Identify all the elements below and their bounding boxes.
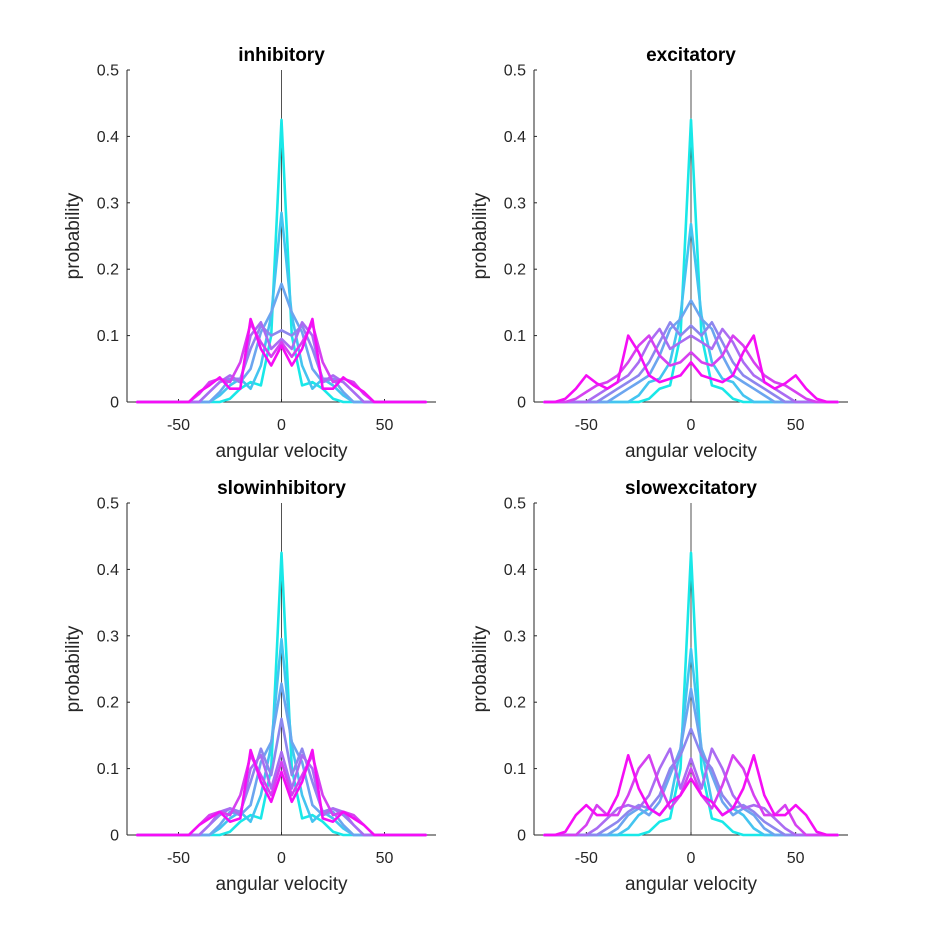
x-tick-label: 0 bbox=[277, 850, 286, 867]
x-tick-label: -50 bbox=[167, 417, 190, 434]
panel-title: excitatory bbox=[646, 45, 736, 66]
y-tick-label: 0.2 bbox=[504, 695, 526, 712]
y-tick-label: 0 bbox=[110, 395, 119, 412]
series-line-5 bbox=[543, 747, 839, 837]
y-tick-label: 0.3 bbox=[97, 195, 119, 212]
x-tick-label: -50 bbox=[575, 417, 598, 434]
y-tick-label: 0 bbox=[517, 828, 526, 845]
series-line-2 bbox=[543, 647, 839, 837]
y-tick-label: 0.3 bbox=[504, 195, 526, 212]
panel-inhibitory: 0 0.1 0.2 0.3 0.4 0.5 -50 0 50 inhibitory angular … bbox=[63, 45, 436, 462]
series-line-3 bbox=[543, 687, 839, 837]
panel-title: inhibitory bbox=[238, 45, 325, 66]
series-line-2 bbox=[136, 637, 428, 837]
panel-title: slowexcitatory bbox=[625, 478, 757, 499]
x-tick-label: 50 bbox=[376, 417, 394, 434]
y-tick-label: 0.5 bbox=[97, 496, 119, 513]
x-tick-label: 0 bbox=[687, 417, 696, 434]
y-tick-label: 0.4 bbox=[504, 129, 526, 146]
y-tick-label: 0.1 bbox=[504, 761, 526, 778]
y-tick-label: 0.2 bbox=[97, 695, 119, 712]
series-line-6 bbox=[136, 753, 428, 837]
y-axis-label: probability bbox=[470, 192, 491, 279]
x-tick-label: 50 bbox=[787, 850, 805, 867]
y-axis-label: probability bbox=[470, 625, 491, 712]
x-tick-label: 0 bbox=[277, 417, 286, 434]
series-line-4 bbox=[543, 727, 839, 837]
series-line-7 bbox=[543, 753, 839, 837]
x-tick-label: 0 bbox=[687, 850, 696, 867]
series-line-2 bbox=[543, 222, 839, 404]
y-tick-label: 0 bbox=[110, 828, 119, 845]
x-axis-label: angular velocity bbox=[625, 441, 758, 462]
series-line-7 bbox=[543, 334, 839, 404]
x-tick-label: -50 bbox=[575, 850, 598, 867]
y-tick-label: 0.1 bbox=[97, 328, 119, 345]
y-axis-label: probability bbox=[63, 192, 84, 279]
x-axis-label: angular velocity bbox=[215, 441, 348, 462]
x-tick-label: 50 bbox=[787, 417, 805, 434]
y-tick-label: 0.5 bbox=[504, 63, 526, 80]
panels: 0 0.1 0.2 0.3 0.4 0.5 -50 0 50 inhibitory angular … bbox=[63, 45, 848, 895]
y-tick-label: 0.4 bbox=[97, 562, 119, 579]
x-axis-label: angular velocity bbox=[625, 874, 758, 895]
y-tick-label: 0.2 bbox=[97, 262, 119, 279]
y-tick-label: 0.3 bbox=[504, 628, 526, 645]
series-line-4 bbox=[543, 320, 839, 404]
series-line-1 bbox=[136, 551, 428, 837]
series-line-5 bbox=[136, 320, 428, 404]
y-tick-label: 0.1 bbox=[97, 761, 119, 778]
y-tick-label: 0.4 bbox=[97, 129, 119, 146]
y-tick-label: 0.3 bbox=[97, 628, 119, 645]
x-tick-label: 50 bbox=[376, 850, 394, 867]
x-axis-label: angular velocity bbox=[215, 874, 348, 895]
x-tick-label: -50 bbox=[167, 850, 190, 867]
series-line-6 bbox=[136, 322, 428, 404]
series-line-2 bbox=[136, 211, 428, 404]
y-tick-label: 0.5 bbox=[97, 63, 119, 80]
panel-excitatory: 0 0.1 0.2 0.3 0.4 0.5 -50 0 50 excitatory angular … bbox=[470, 45, 848, 462]
y-tick-label: 0.4 bbox=[504, 562, 526, 579]
series-line-1 bbox=[543, 118, 839, 404]
series-line-3 bbox=[136, 682, 428, 837]
y-tick-label: 0.2 bbox=[504, 262, 526, 279]
y-tick-label: 0.1 bbox=[504, 328, 526, 345]
panel-title: slowinhibitory bbox=[217, 478, 346, 499]
series-line-4 bbox=[136, 717, 428, 837]
series-line-3 bbox=[543, 299, 839, 404]
series-line-7 bbox=[136, 748, 428, 837]
series-line-1 bbox=[543, 551, 839, 837]
series-line-1 bbox=[136, 118, 428, 404]
series-line-7 bbox=[136, 317, 428, 404]
y-tick-label: 0 bbox=[517, 395, 526, 412]
panel-slowinhibitory: 0 0.1 0.2 0.3 0.4 0.5 -50 0 50 slowinhibitory angu… bbox=[63, 478, 436, 895]
panel-slowexcitatory: 0 0.1 0.2 0.3 0.4 0.5 -50 0 50 slowexcitatory angu… bbox=[470, 478, 848, 895]
y-tick-label: 0.5 bbox=[504, 496, 526, 513]
y-axis-label: probability bbox=[63, 625, 84, 712]
